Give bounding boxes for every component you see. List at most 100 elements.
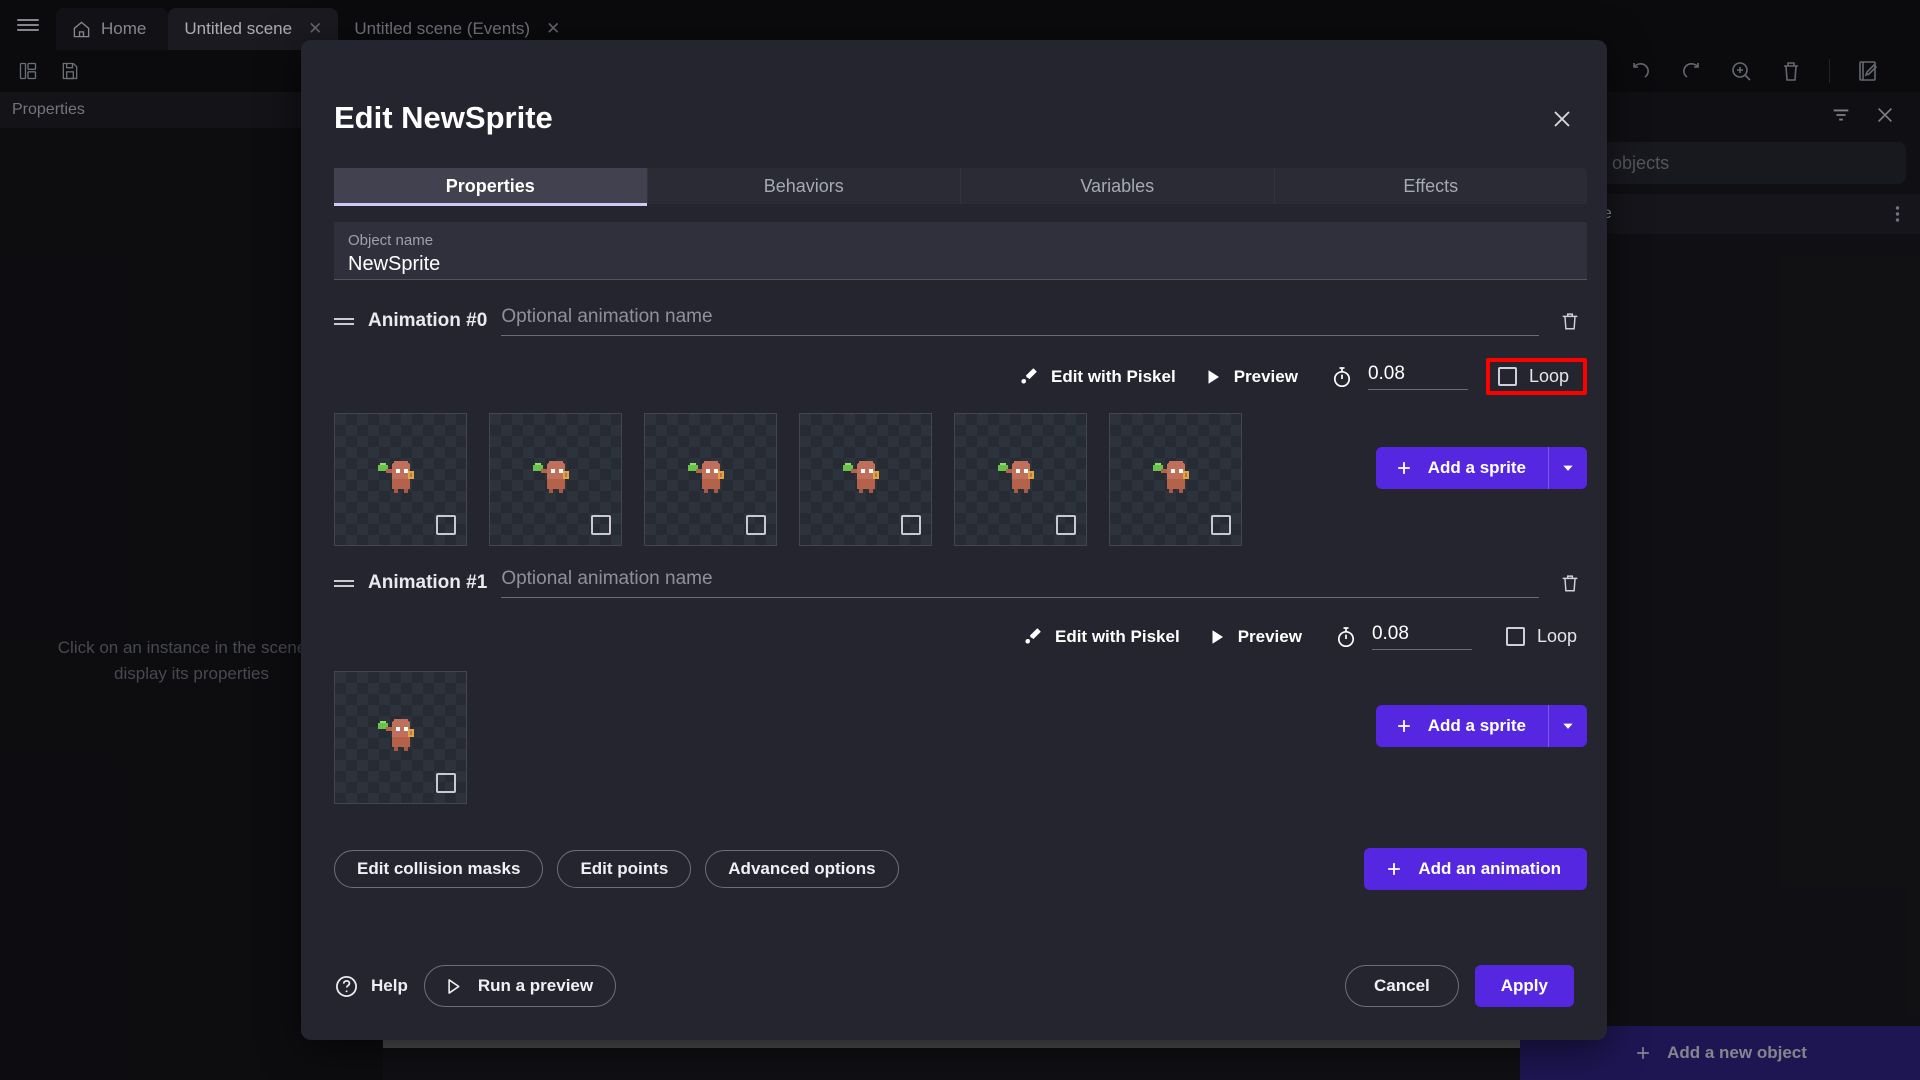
close-icon[interactable]: ✕ bbox=[308, 19, 323, 38]
edit-scene-icon[interactable] bbox=[1856, 59, 1880, 83]
tab-label: Home bbox=[101, 19, 147, 38]
tab-effects[interactable]: Effects bbox=[1275, 168, 1588, 204]
sprite-frame[interactable] bbox=[799, 413, 932, 546]
animation-0-loop-checkbox[interactable]: Loop bbox=[1485, 358, 1587, 395]
edit-with-piskel-label: Edit with Piskel bbox=[1050, 366, 1176, 386]
frame-select-checkbox[interactable] bbox=[901, 515, 921, 535]
sprite-frame[interactable] bbox=[334, 413, 467, 546]
add-sprite-main[interactable]: Add a sprite bbox=[1376, 447, 1548, 489]
apply-button[interactable]: Apply bbox=[1474, 965, 1574, 1007]
loop-label: Loop bbox=[1536, 626, 1577, 646]
object-name-label: Object name bbox=[348, 232, 434, 249]
drag-handle-icon[interactable] bbox=[334, 315, 354, 328]
frame-select-checkbox[interactable] bbox=[436, 515, 456, 535]
layout-icon[interactable] bbox=[18, 61, 38, 81]
object-name-value: NewSprite bbox=[348, 253, 441, 275]
properties-empty-hint: Click on an instance in the scene to dis… bbox=[0, 635, 383, 687]
plus-icon bbox=[1394, 716, 1414, 736]
tab-label: Untitled scene (Events) bbox=[354, 19, 531, 38]
frame-select-checkbox[interactable] bbox=[591, 515, 611, 535]
animation-0-toolbar: Edit with Piskel Preview 0.08 Loop bbox=[334, 358, 1587, 395]
chevron-down-icon[interactable] bbox=[1549, 447, 1587, 489]
animation-1-frames: Add a sprite bbox=[334, 671, 1587, 804]
drag-handle-icon[interactable] bbox=[334, 577, 354, 590]
delete-animation-0-button[interactable] bbox=[1553, 310, 1587, 332]
frame-select-checkbox[interactable] bbox=[746, 515, 766, 535]
edit-points-button[interactable]: Edit points bbox=[557, 850, 692, 888]
add-sprite-main[interactable]: Add a sprite bbox=[1376, 705, 1548, 747]
preview-0-button[interactable]: Preview bbox=[1190, 361, 1312, 393]
filter-icon[interactable] bbox=[1830, 104, 1852, 126]
advanced-options-button[interactable]: Advanced options bbox=[705, 850, 899, 888]
undo-icon[interactable] bbox=[1629, 59, 1653, 83]
animation-0-time-input[interactable]: 0.08 bbox=[1367, 363, 1468, 390]
help-button[interactable]: Help bbox=[334, 974, 408, 999]
button-divider bbox=[1548, 447, 1549, 489]
animation-1-label: Animation #1 bbox=[368, 572, 488, 593]
frame-select-checkbox[interactable] bbox=[1056, 515, 1076, 535]
sprite-frame[interactable] bbox=[334, 671, 467, 804]
animation-1-name-input[interactable]: Optional animation name bbox=[501, 568, 1539, 598]
animation-0-name-input[interactable]: Optional animation name bbox=[501, 306, 1539, 336]
objects-panel-header bbox=[1520, 92, 1920, 138]
add-sprite-0-button[interactable]: Add a sprite bbox=[1375, 447, 1587, 489]
pig-sprite bbox=[377, 718, 414, 751]
tab-label: Behaviors bbox=[763, 175, 844, 196]
plus-icon bbox=[1633, 1043, 1653, 1063]
animation-0-frames: Add a sprite bbox=[334, 413, 1587, 546]
edit-with-piskel-1-button[interactable]: Edit with Piskel bbox=[1008, 620, 1194, 653]
add-animation-button[interactable]: Add an animation bbox=[1364, 848, 1587, 890]
checkbox-unchecked-icon[interactable] bbox=[1505, 627, 1525, 646]
run-preview-label: Run a preview bbox=[477, 976, 594, 995]
add-sprite-label: Add a sprite bbox=[1427, 716, 1526, 735]
close-icon[interactable] bbox=[1874, 104, 1896, 126]
redo-icon[interactable] bbox=[1679, 59, 1703, 83]
frame-select-checkbox[interactable] bbox=[1211, 515, 1231, 535]
sprite-frame[interactable] bbox=[489, 413, 622, 546]
chevron-down-icon[interactable] bbox=[1549, 705, 1587, 747]
checkbox-unchecked-icon[interactable] bbox=[1497, 367, 1517, 386]
cancel-button[interactable]: Cancel bbox=[1345, 965, 1459, 1007]
sprite-frame[interactable] bbox=[1109, 413, 1242, 546]
edit-collision-masks-button[interactable]: Edit collision masks bbox=[334, 850, 544, 888]
zoom-in-icon[interactable] bbox=[1729, 59, 1753, 83]
kebab-icon[interactable] bbox=[1895, 204, 1900, 224]
delete-animation-1-button[interactable] bbox=[1553, 572, 1587, 594]
save-icon[interactable] bbox=[60, 61, 80, 81]
sprite-frame[interactable] bbox=[644, 413, 777, 546]
animation-1-time-input[interactable]: 0.08 bbox=[1371, 623, 1472, 650]
animation-1-loop-checkbox[interactable]: Loop bbox=[1496, 620, 1587, 653]
tab-untitled-scene-events[interactable]: Untitled scene (Events) ✕ bbox=[338, 8, 576, 50]
tab-variables[interactable]: Variables bbox=[961, 168, 1275, 204]
pig-sprite bbox=[687, 460, 724, 493]
pig-sprite bbox=[1152, 460, 1189, 493]
dialog-body: Object name NewSprite Animation #0 Optio… bbox=[334, 222, 1587, 1040]
run-preview-button[interactable]: Run a preview bbox=[423, 965, 617, 1007]
tab-home[interactable]: Home bbox=[56, 8, 169, 50]
animation-0-label: Animation #0 bbox=[368, 310, 488, 331]
close-icon[interactable]: ✕ bbox=[546, 19, 561, 38]
object-name-field[interactable]: Object name NewSprite bbox=[334, 222, 1587, 280]
tab-behaviors[interactable]: Behaviors bbox=[648, 168, 961, 204]
play-icon bbox=[1204, 368, 1222, 386]
plus-icon bbox=[1384, 859, 1404, 879]
plus-icon bbox=[1394, 458, 1414, 478]
dialog-close-button[interactable] bbox=[1545, 102, 1579, 136]
preview-1-button[interactable]: Preview bbox=[1194, 621, 1316, 653]
pig-sprite bbox=[997, 460, 1034, 493]
home-icon bbox=[72, 20, 91, 39]
tab-properties[interactable]: Properties bbox=[334, 168, 648, 206]
hint-line-2: display its properties bbox=[114, 664, 269, 683]
edit-with-piskel-label: Edit with Piskel bbox=[1054, 626, 1180, 646]
button-divider bbox=[1548, 705, 1549, 747]
frame-select-checkbox[interactable] bbox=[436, 773, 456, 793]
main-menu-button[interactable] bbox=[0, 0, 56, 50]
add-sprite-1-button[interactable]: Add a sprite bbox=[1375, 705, 1587, 747]
help-label: Help bbox=[371, 976, 408, 995]
sprite-frame[interactable] bbox=[954, 413, 1087, 546]
pig-sprite bbox=[377, 460, 414, 493]
trash-icon[interactable] bbox=[1779, 59, 1803, 83]
pig-sprite bbox=[842, 460, 879, 493]
edit-with-piskel-0-button[interactable]: Edit with Piskel bbox=[1004, 360, 1190, 393]
add-animation-label: Add an animation bbox=[1418, 859, 1561, 878]
